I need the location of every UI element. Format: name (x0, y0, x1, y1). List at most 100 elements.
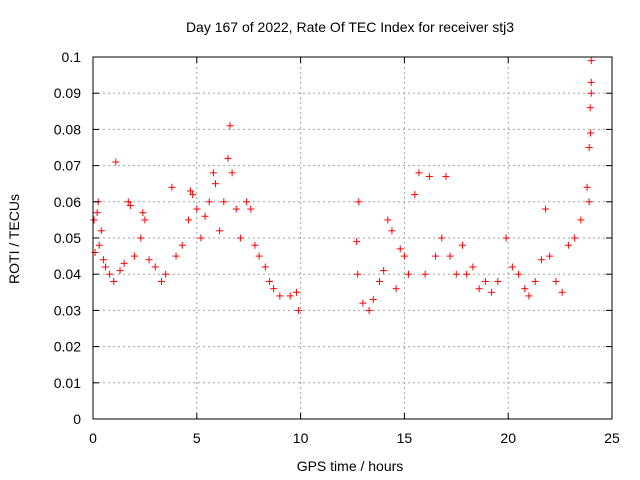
data-point (145, 256, 153, 264)
data-point (224, 154, 232, 162)
data-point (178, 241, 186, 249)
data-point (384, 216, 392, 224)
data-point (587, 78, 595, 86)
data-point (211, 180, 219, 188)
data-point (251, 241, 259, 249)
data-point (276, 292, 284, 300)
data-point (112, 158, 120, 166)
data-point (158, 277, 166, 285)
data-point (355, 198, 363, 206)
data-point (97, 227, 105, 235)
x-tick-label: 5 (193, 430, 201, 446)
y-tick-label: 0.06 (54, 194, 81, 210)
data-point (558, 288, 566, 296)
tick-labels-layer: 0 5 10 15 20 25 0 0.01 0.02 0.03 0.04 0.05 0.06 0.07 0… (54, 49, 620, 446)
data-point (546, 252, 554, 260)
data-point (365, 306, 373, 314)
data-point (475, 285, 483, 293)
data-point (270, 285, 278, 293)
data-point (137, 234, 145, 242)
data-point (425, 172, 433, 180)
y-tick-label: 0.09 (54, 85, 81, 101)
y-tick-label: 0.04 (54, 266, 81, 282)
y-tick-label: 0.01 (54, 375, 81, 391)
data-point (247, 205, 255, 213)
data-point (139, 209, 147, 217)
data-point (531, 277, 539, 285)
data-point (388, 227, 396, 235)
ticks-layer (92, 56, 613, 420)
data-point (187, 187, 195, 195)
data-point (459, 241, 467, 249)
data-point (421, 270, 429, 278)
data-point (354, 270, 362, 278)
data-point (369, 296, 377, 304)
data-point (438, 234, 446, 242)
data-point (226, 122, 234, 130)
data-point (415, 169, 423, 177)
data-point (255, 252, 263, 260)
data-point (141, 216, 149, 224)
data-point (502, 234, 510, 242)
data-point (197, 234, 205, 242)
data-point (481, 277, 489, 285)
y-tick-label: 0.1 (62, 49, 82, 65)
data-point (488, 288, 496, 296)
data-point (521, 285, 529, 293)
x-tick-label: 10 (293, 430, 309, 446)
data-point (131, 252, 139, 260)
data-point (162, 270, 170, 278)
data-point (201, 212, 209, 220)
data-point (494, 277, 502, 285)
y-tick-label: 0.05 (54, 230, 81, 246)
data-point (564, 241, 572, 249)
data-point (400, 252, 408, 260)
data-point (586, 104, 594, 112)
data-point (432, 252, 440, 260)
data-point (126, 201, 134, 209)
data-point (236, 234, 244, 242)
data-point (120, 259, 128, 267)
data-point (189, 191, 197, 199)
y-tick-label: 0 (73, 411, 81, 427)
data-point (151, 263, 159, 271)
data-point (552, 277, 560, 285)
grid-layer (93, 57, 612, 419)
data-point (405, 270, 413, 278)
data-point (232, 205, 240, 213)
data-point (110, 277, 118, 285)
data-point (571, 234, 579, 242)
data-point (95, 241, 103, 249)
data-point (585, 198, 593, 206)
data-point (411, 191, 419, 199)
data-point (261, 263, 269, 271)
data-point (286, 292, 294, 300)
data-point (583, 183, 591, 191)
data-point (220, 198, 228, 206)
data-point (380, 267, 388, 275)
chart-title: Day 167 of 2022, Rate Of TEC Index for r… (186, 19, 514, 35)
data-point (209, 169, 217, 177)
data-point (106, 270, 114, 278)
data-point (168, 183, 176, 191)
data-point (116, 267, 124, 275)
data-point (292, 288, 300, 296)
y-tick-label: 0.03 (54, 302, 81, 318)
data-point (184, 216, 192, 224)
data-point (99, 256, 107, 264)
data-point (515, 270, 523, 278)
data-point (90, 216, 98, 224)
data-point (508, 263, 516, 271)
data-point (442, 172, 450, 180)
data-point (265, 277, 273, 285)
data-point (359, 299, 367, 307)
data-point (542, 205, 550, 213)
data-point (446, 252, 454, 260)
data-point (216, 227, 224, 235)
data-point (396, 245, 404, 253)
x-tick-label: 20 (500, 430, 516, 446)
data-point (587, 129, 595, 137)
data-point (228, 169, 236, 177)
points-layer (90, 57, 595, 314)
